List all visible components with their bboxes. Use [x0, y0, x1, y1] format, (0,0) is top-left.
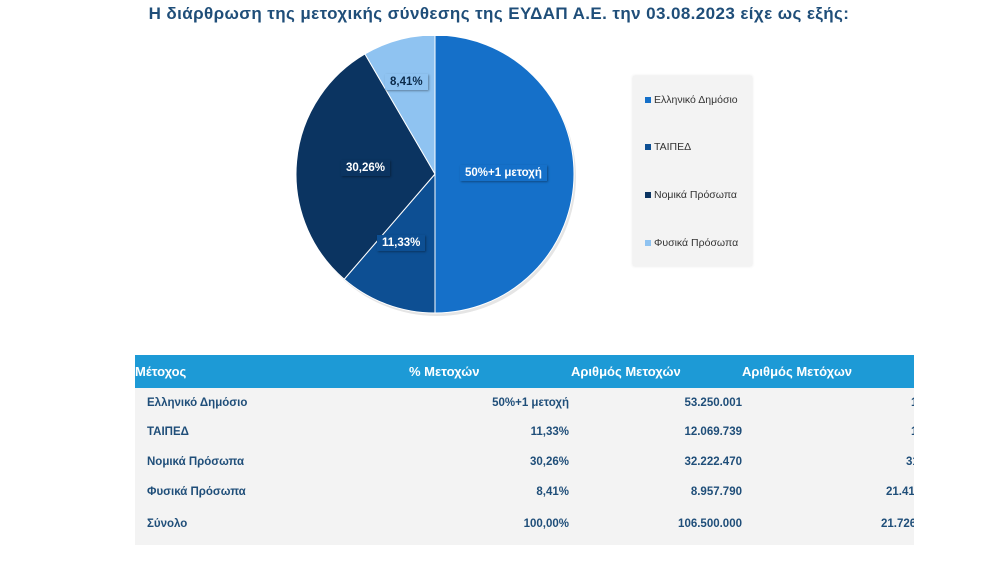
row-name: ΤΑΙΠΕΔ — [147, 426, 189, 438]
legend-item-ellhniko-dimosio: Ελληνικό Δημόσιο — [645, 94, 738, 106]
header-shareholder: Μέτοχος — [135, 364, 187, 379]
table-header: Μέτοχος % Μετοχών Αριθμός Μετοχών Αριθμό… — [135, 355, 914, 388]
row-name: Νομικά Πρόσωπα — [147, 456, 245, 468]
header-num-holders: Αριθμός Μετόχων — [742, 364, 853, 379]
row-pct: 8,41% — [536, 486, 569, 498]
row-name: Ελληνικό Δημόσιο — [147, 397, 248, 409]
row-holders: 21.411 — [886, 486, 914, 498]
legend-swatch — [645, 144, 651, 150]
pie-chart: 50%+1 μετοχή 11,33% 30,26% 8,41% — [290, 36, 580, 318]
table-row: Ελληνικό Δημόσιο 50%+1 μετοχή 53.250.001… — [135, 393, 914, 415]
legend-label: Ελληνικό Δημόσιο — [654, 94, 738, 106]
legend-item-taiped: ΤΑΙΠΕΔ — [645, 141, 691, 153]
total-pct: 100,00% — [523, 518, 569, 530]
row-shares: 32.222.470 — [684, 456, 742, 468]
row-shares: 8.957.790 — [690, 486, 742, 498]
legend-swatch — [645, 240, 651, 246]
total-name: Σύνολο — [147, 518, 188, 530]
row-shares: 53.250.001 — [684, 397, 742, 409]
chart-legend: Ελληνικό Δημόσιο ΤΑΙΠΕΔ Νομικά Πρόσωπα Φ… — [633, 76, 752, 266]
row-shares: 12.069.739 — [684, 426, 742, 438]
data-label-nomika-prosopa: 30,26% — [341, 160, 391, 176]
row-holders: 1 — [911, 397, 914, 409]
legend-swatch — [645, 192, 651, 198]
legend-label: ΤΑΙΠΕΔ — [654, 141, 692, 153]
table-total-row: Σύνολο 100,00% 106.500.000 21.726 — [135, 514, 914, 536]
legend-label: Φυσικά Πρόσωπα — [654, 237, 739, 249]
table-row: Φυσικά Πρόσωπα 8,41% 8.957.790 21.411 — [135, 482, 914, 504]
header-num-shares: Αριθμός Μετοχών — [571, 364, 681, 379]
header-pct-shares: % Μετοχών — [409, 364, 480, 379]
shareholder-table: Μέτοχος % Μετοχών Αριθμός Μετοχών Αριθμό… — [135, 355, 914, 545]
total-shares: 106.500.000 — [678, 518, 742, 530]
row-holders: 1 — [911, 426, 914, 438]
table-row: Νομικά Πρόσωπα 30,26% 32.222.470 313 — [135, 452, 914, 474]
row-pct: 50%+1 μετοχή — [492, 397, 569, 409]
table-row: ΤΑΙΠΕΔ 11,33% 12.069.739 1 — [135, 422, 914, 444]
row-holders: 313 — [906, 456, 914, 468]
row-pct: 11,33% — [530, 426, 569, 438]
row-pct: 30,26% — [529, 456, 569, 468]
data-label-ellhniko-dimosio: 50%+1 μετοχή — [460, 165, 547, 181]
pie-slice-fysika-prosopa — [364, 36, 436, 176]
data-label-taiped: 11,33% — [377, 235, 426, 251]
legend-swatch — [645, 97, 651, 103]
data-label-fysika-prosopa: 8,41% — [385, 74, 428, 90]
total-holders: 21.726 — [881, 518, 914, 530]
legend-item-nomika-prosopa: Νομικά Πρόσωπα — [645, 189, 737, 201]
legend-item-fysika-prosopa: Φυσικά Πρόσωπα — [645, 237, 738, 249]
legend-label: Νομικά Πρόσωπα — [654, 189, 738, 201]
chart-title: Η διάρθρωση της μετοχικής σύνθεσης της Ε… — [148, 4, 850, 23]
row-name: Φυσικά Πρόσωπα — [147, 486, 246, 498]
